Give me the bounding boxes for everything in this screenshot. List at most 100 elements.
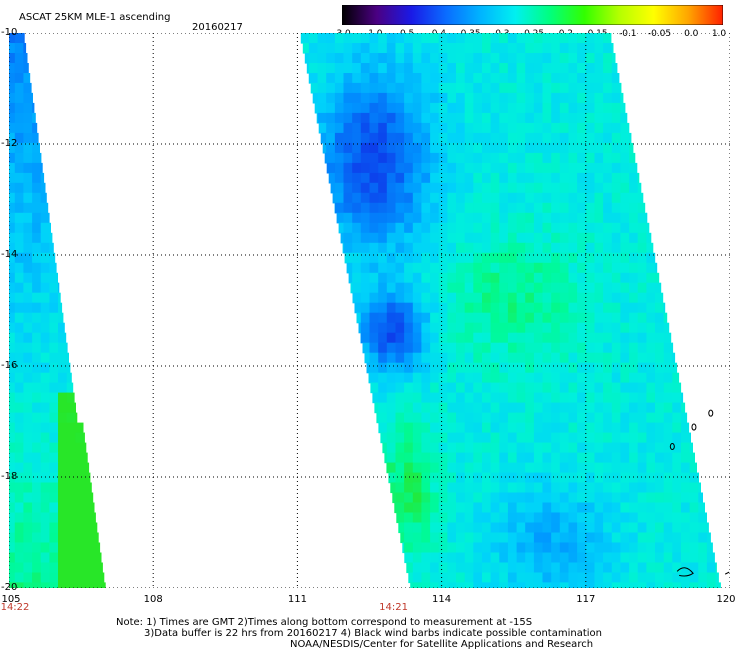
wind-cell [577,322,587,334]
wind-cell [32,492,42,504]
wind-cell [507,342,518,354]
wind-cell [611,222,622,234]
wind-cell [456,552,466,564]
wind-cell [344,252,353,264]
wind-cell [516,212,526,224]
wind-cell [386,63,397,74]
wind-cell [343,192,353,204]
wind-cell [499,532,509,544]
wind-cell [14,272,25,284]
wind-cell [300,33,310,44]
wind-cell [421,332,431,344]
wind-cell [603,442,613,454]
wind-cell [533,542,544,554]
wind-cell [456,462,466,474]
wind-cell [395,152,405,164]
wind-cell [507,152,518,164]
wind-cell [655,362,665,374]
wind-cell [542,272,552,284]
wind-cell [490,332,500,344]
wind-cell [32,312,42,324]
wind-cell [421,122,431,134]
wind-cell [101,582,106,588]
wind-cell [542,322,552,334]
wind-cell [378,112,388,124]
wind-cell [594,302,604,314]
wind-cell [672,412,682,424]
wind-cell [421,212,431,224]
coast-outline [676,567,694,577]
wind-cell [430,292,440,304]
wind-cell [352,252,362,264]
wind-cell [447,102,457,114]
wind-cell [378,43,388,54]
wind-cell [594,92,604,104]
wind-cell [585,152,596,164]
wind-cell [603,232,613,244]
wind-cell [395,182,405,194]
wind-cell [14,73,25,84]
wind-cell [646,292,656,304]
wind-cell [482,112,492,124]
wind-cell [603,73,613,84]
wind-cell [9,302,16,314]
wind-cell [473,362,483,374]
wind-cell [594,73,604,84]
wind-cell [568,302,578,314]
wind-cell [421,43,431,54]
wind-cell [507,182,518,194]
wind-cell [75,502,85,514]
wind-cell [66,502,76,514]
wind-cell [49,422,59,434]
wind-cell [568,192,578,204]
wind-cell [516,162,526,174]
wind-cell [334,162,345,174]
wind-cell [551,382,561,394]
wind-cell [681,492,691,504]
wind-cell [516,452,526,464]
wind-cell [23,462,33,474]
wind-cell [559,43,570,54]
wind-cell [620,532,630,544]
wind-cell [386,212,397,224]
wind-cell [594,272,604,284]
wind-cell [629,302,639,314]
wind-cell [637,302,647,314]
wind-cell [456,53,466,64]
wind-cell [672,372,680,384]
wind-cell [551,532,561,544]
wind-cell [568,552,578,564]
wind-cell [343,63,353,74]
wind-cell [430,272,440,284]
wind-cell [430,282,440,294]
wind-cell [507,222,518,234]
wind-cell [386,222,397,234]
wind-cell [585,43,596,54]
note-line-2: 3)Data buffer is 22 hrs from 20160217 4)… [144,628,602,639]
wind-cell [507,192,518,204]
wind-cell [317,82,327,94]
wind-cell [490,122,500,134]
wind-cell [84,522,94,534]
wind-cell [40,232,50,244]
wind-cell [404,332,414,344]
wind-cell [412,322,423,334]
wind-cell [551,502,561,514]
wind-cell [490,412,500,424]
wind-cell [559,352,570,364]
wind-cell [464,492,474,504]
wind-cell [412,302,423,314]
wind-cell [23,73,31,84]
wind-cell [40,422,50,434]
wind-cell [40,182,46,194]
wind-cell [49,472,59,484]
wind-cell [378,412,388,424]
wind-cell [32,192,42,204]
wind-cell [585,232,596,244]
latitude-tick-label: -14 [1,249,18,260]
wind-cell [412,462,423,474]
wind-cell [14,222,25,234]
wind-cell [421,562,431,574]
wind-cell [525,92,535,104]
wind-cell [40,542,50,554]
